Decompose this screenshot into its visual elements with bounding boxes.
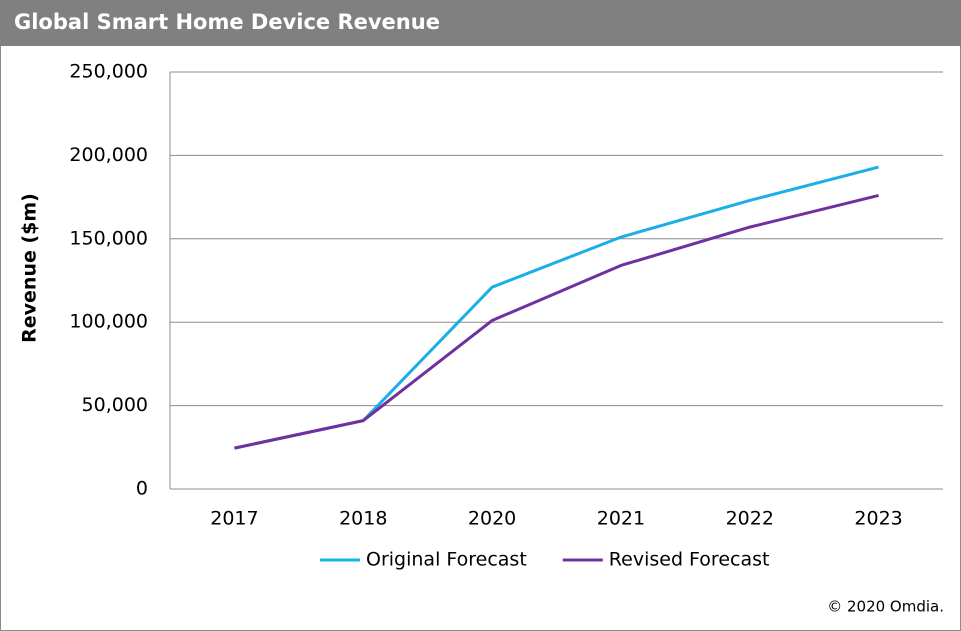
y-tick-label: 200,000: [69, 144, 148, 166]
x-tick-label: 2022: [726, 508, 774, 530]
source: © 2020 Omdia.: [827, 598, 944, 616]
title-bar: [0, 0, 961, 46]
legend-label: Revised Forecast: [609, 549, 770, 571]
x-tick-label: 2023: [854, 508, 902, 530]
series-line: [234, 193, 879, 450]
y-tick-label: 150,000: [69, 227, 148, 249]
legend-label: Original Forecast: [366, 549, 527, 571]
chart-title: Global Smart Home Device Revenue: [14, 10, 440, 34]
x-tick-label: 2017: [210, 508, 258, 530]
x-tick-label: 2021: [597, 508, 645, 530]
x-tick-label: 2018: [339, 508, 387, 530]
y-tick-label: 250,000: [69, 61, 148, 83]
y-tick-label: 50,000: [82, 394, 148, 416]
y-axis-label: Revenue ($m): [19, 193, 41, 343]
x-tick-label: 2020: [468, 508, 516, 530]
y-tick-label: 100,000: [69, 311, 148, 333]
y-tick-label: 0: [136, 478, 148, 500]
